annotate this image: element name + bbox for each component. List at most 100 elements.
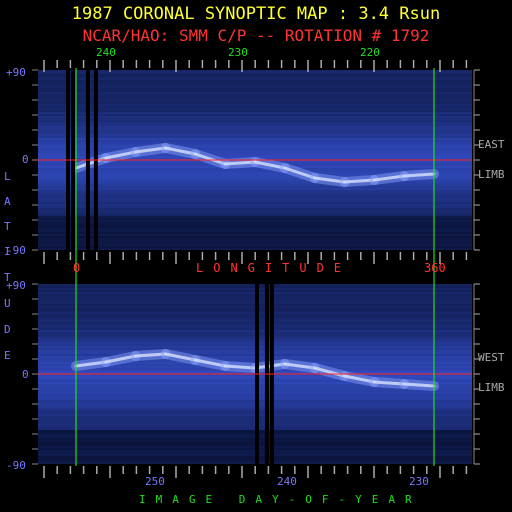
heatmap-row [38,104,472,106]
heatmap-row [38,182,472,184]
heatmap-row [38,126,472,128]
streamer-band-core [164,352,197,362]
heatmap-row [38,118,472,120]
west-limb-label: WEST [478,351,505,364]
streamer-band-core [74,360,108,368]
west-limb-map [38,284,472,464]
chart-title: 1987 CORONAL SYNOPTIC MAP : 3.4 Rsun [71,4,441,24]
streamer-band-core [372,174,406,182]
heatmap-row [38,152,472,154]
heatmap-row [38,142,472,144]
heatmap-row [38,224,472,226]
day-of-year-label: IMAGE DAY-OF-YEAR [139,493,422,506]
heatmap-row [38,158,472,160]
heatmap-row [38,196,472,198]
west-limb-heatmap [38,284,472,464]
heatmap-row [38,100,472,102]
heatmap-row [38,166,472,168]
heatmap-row [38,220,472,222]
heatmap-row [38,96,472,98]
lat-tick-bottom-plus90: +90 [6,279,26,292]
heatmap-row [38,176,472,178]
heatmap-row [38,88,472,90]
heatmap-row [38,248,472,250]
heatmap-row [38,226,472,228]
heatmap-row [38,70,472,72]
heatmap-row [38,212,472,214]
heatmap-row [38,110,472,112]
ylabel-letter: D [4,323,11,336]
day-tick-240: 240 [277,475,297,488]
heatmap-row [38,164,472,166]
heatmap-row [38,208,472,210]
heatmap-row [38,150,472,152]
heatmap-row [38,180,472,182]
heatmap-row [38,114,472,116]
chart-subtitle: NCAR/HAO: SMM C/P -- ROTATION # 1792 [82,26,430,45]
heatmap-row [38,80,472,82]
ylabel-letter: L [4,170,11,183]
streamer-band-core [343,178,376,184]
west-limb-label: LIMB [478,381,505,394]
streamer-band-core [104,150,138,160]
streamer-band-core [164,146,197,156]
heatmap-row [38,98,472,100]
ylabel-letter: E [4,349,11,362]
ylabel-letter: U [4,297,11,310]
heatmap-row [38,232,472,234]
heatmap-row [38,200,472,202]
heatmap-row [38,240,472,242]
streamer-band-core [193,358,227,368]
heatmap-row [38,206,472,208]
heatmap-row [38,190,472,192]
east-limb-map [38,70,472,250]
top-tick-230: 230 [228,46,248,59]
heatmap-row [38,84,472,86]
heatmap-row [38,188,472,190]
heatmap-row [38,112,472,114]
heatmap-row [38,144,472,146]
longitude-tick-360: 360 [424,261,446,275]
heatmap-row [38,76,472,78]
heatmap-row [38,136,472,138]
heatmap-row [38,194,472,196]
heatmap-row [38,120,472,122]
heatmap-row [38,106,472,108]
heatmap-row [38,82,472,84]
heatmap-row [38,230,472,232]
heatmap-row [38,216,472,218]
heatmap-row [38,90,472,92]
lat-tick-top-plus90: +90 [6,66,26,79]
heatmap-row [38,178,472,180]
heatmap-row [38,242,472,244]
heatmap-row [38,236,472,238]
ylabel-letter: T [4,271,11,284]
heatmap-row [38,174,472,176]
heatmap-row [38,204,472,206]
heatmap-row [38,228,472,230]
east-limb-label: EAST [478,138,505,151]
heatmap-row [38,74,472,76]
ylabel-letter: T [4,220,11,233]
heatmap-row [38,170,472,172]
top-tick-220: 220 [360,46,380,59]
streamer-band-core [283,166,317,180]
heatmap-row [38,184,472,186]
heatmap-row [38,146,472,148]
heatmap-row [38,140,472,142]
heatmap-row [38,72,472,74]
heatmap-row [38,198,472,200]
heatmap-row [38,234,472,236]
streamer-band-core [253,160,287,170]
heatmap-row [38,132,472,134]
heatmap-row [38,186,472,188]
lat-tick-bottom-minus90: -90 [6,459,26,472]
heatmap-row [38,108,472,110]
heatmap-row [38,148,472,150]
heatmap-row [38,138,472,140]
heatmap-row [38,154,472,156]
heatmap-row [38,238,472,240]
heatmap-row [38,192,472,194]
heatmap-row [38,86,472,88]
